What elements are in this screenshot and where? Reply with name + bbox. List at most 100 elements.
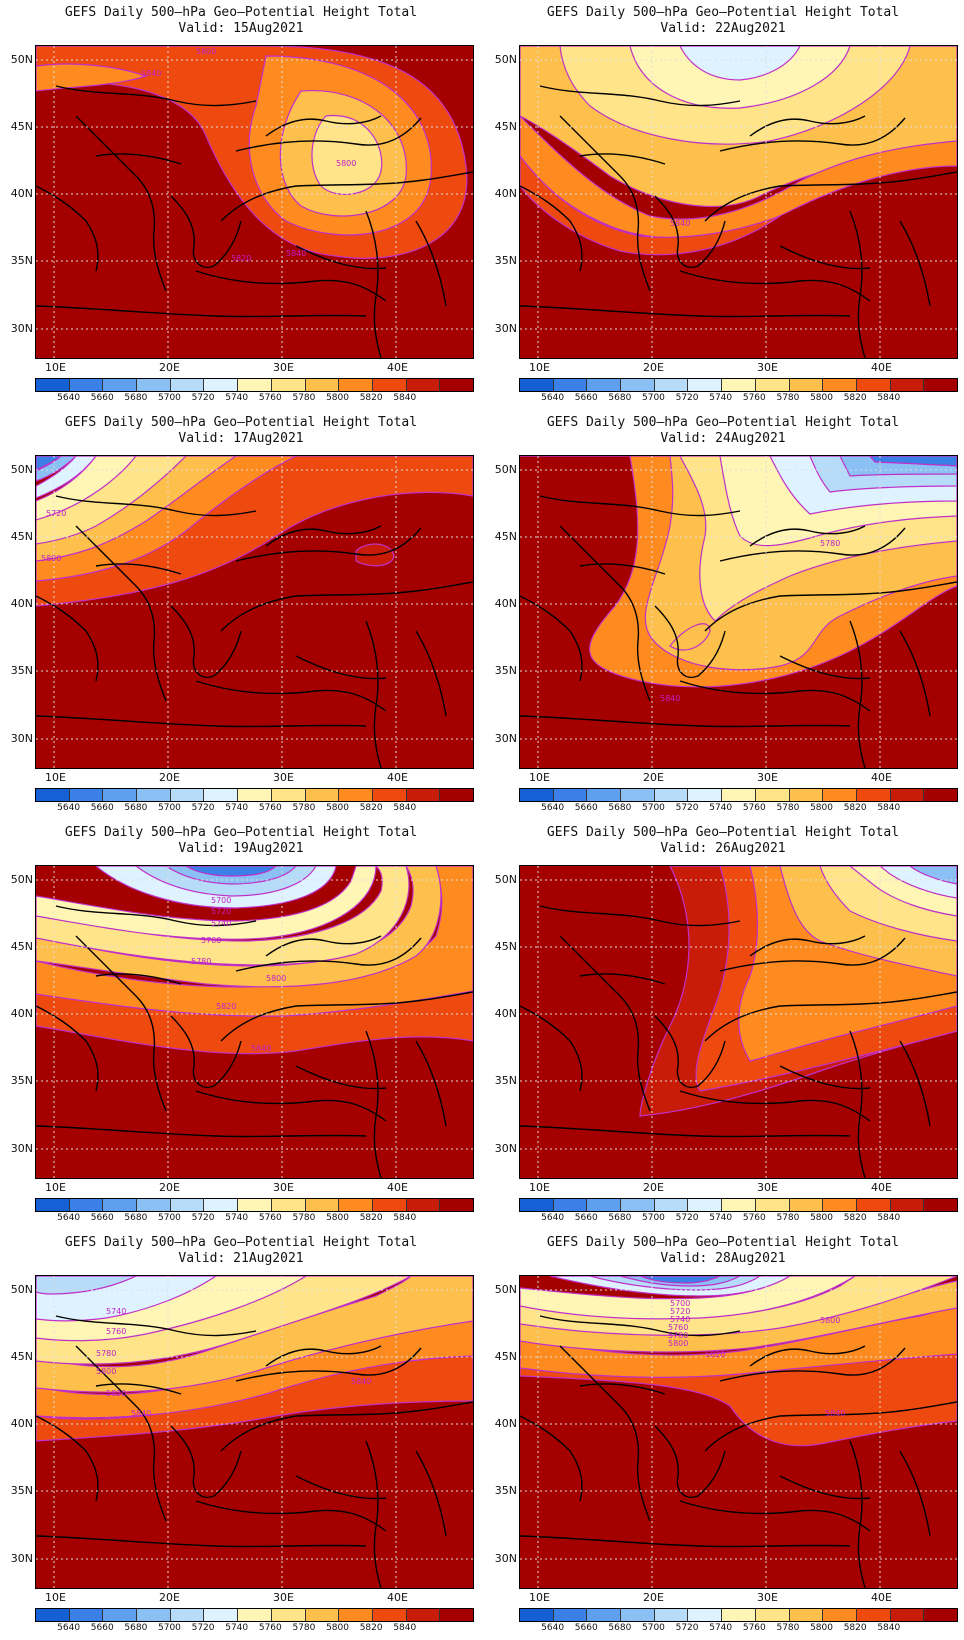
coastline <box>235 937 422 972</box>
colorbar-segment <box>238 1609 272 1621</box>
latitude-label: 35N <box>10 1484 33 1497</box>
panel-valid-date: Valid: 21Aug2021 <box>178 1251 304 1266</box>
geopotential-height-map: 5700 5720 5740 5760 5780 5800 5820 5840 <box>35 865 474 1179</box>
coastline <box>849 210 866 358</box>
colorbar-segment <box>924 1199 957 1211</box>
latitude-label: 50N <box>494 1283 517 1296</box>
contour-label: 5800 <box>41 554 61 563</box>
colorbar-segment <box>305 1199 340 1211</box>
coastline <box>749 935 866 957</box>
geopotential-height-map: 5840 <box>519 45 958 359</box>
coastline <box>235 527 422 562</box>
coastline <box>579 973 666 985</box>
map-canvas: 5840 <box>520 46 957 358</box>
coastline <box>415 220 447 307</box>
coastline <box>749 525 866 547</box>
map-panel: GEFS Daily 500–hPa Geo–Potential Height … <box>0 820 482 1230</box>
colorbar-segment <box>688 789 723 801</box>
coastline <box>679 680 871 712</box>
longitude-label: 20E <box>159 1181 180 1194</box>
map-canvas: 5720 5800 <box>36 456 473 768</box>
geopotential-height-map: 5800 5840 5800 5820 5840 <box>35 45 474 359</box>
colorbar-tick-label: 5680 <box>608 1213 632 1223</box>
colorbar-tick-label: 5720 <box>191 393 215 403</box>
longitude-label: 30E <box>757 361 778 374</box>
coastline <box>415 1040 447 1127</box>
contour-label: 5840 <box>351 1377 371 1386</box>
colorbar-segment <box>36 1609 70 1621</box>
panel-valid-date: Valid: 24Aug2021 <box>660 431 786 446</box>
colorbar-segment <box>856 1199 891 1211</box>
colorbar-segment <box>170 1609 205 1621</box>
geopotential-height-map: 5740 5760 5780 5800 5820 5840 5840 <box>35 1275 474 1589</box>
coastline <box>704 581 957 632</box>
coastline <box>170 1425 242 1498</box>
panel-valid-date: Valid: 28Aug2021 <box>660 1251 786 1266</box>
longitude-label: 30E <box>757 1591 778 1604</box>
colorbar-segment <box>520 379 554 391</box>
colorbar-tick-label: 5660 <box>90 393 114 403</box>
colorbar-tick-label: 5680 <box>124 1623 148 1633</box>
colorbar-tick-label: 5660 <box>574 803 598 813</box>
latitude-label: 40N <box>494 1007 517 1020</box>
colorbar-segment <box>440 1199 473 1211</box>
colorbar-segment <box>440 1609 473 1621</box>
colorbar-segment <box>587 1199 622 1211</box>
panel-title: GEFS Daily 500–hPa Geo–Potential Height … <box>546 415 900 430</box>
coastline <box>539 1315 741 1337</box>
colorbar-tick-label: 5720 <box>675 393 699 403</box>
colorbar-tick-label: 5760 <box>258 803 282 813</box>
longitude-label: 10E <box>529 361 550 374</box>
coastline <box>679 1500 871 1532</box>
coastline <box>654 1425 726 1498</box>
colorbar-tick-label: 5700 <box>158 1623 181 1633</box>
longitude-label: 40E <box>871 1181 892 1194</box>
contour-label: 5800 <box>336 159 356 168</box>
colorbar-segment <box>553 379 588 391</box>
height-contour-band <box>36 456 137 521</box>
coastline <box>779 245 871 270</box>
colorbar-segment <box>688 1199 723 1211</box>
coastline <box>95 563 182 575</box>
colorbar-tick-label: 5640 <box>541 393 565 403</box>
colorbar-segment <box>440 789 473 801</box>
colorbar-segment <box>654 1199 689 1211</box>
coastline <box>365 210 382 358</box>
map-canvas: 5700 5720 5740 5760 5780 5800 5820 5840 <box>36 866 473 1178</box>
colorbar-tick-label: 5740 <box>709 1623 733 1633</box>
latitude-label: 35N <box>10 664 33 677</box>
contour-label: 5740 <box>670 1315 690 1324</box>
colorbar-tick-label: 5720 <box>191 803 215 813</box>
longitude-label: 40E <box>871 361 892 374</box>
coastline <box>235 1347 422 1382</box>
colorbar <box>35 1198 474 1212</box>
colorbar-tick-label: 5820 <box>843 393 867 403</box>
colorbar <box>35 1608 474 1622</box>
coastline <box>704 171 957 222</box>
contour-label: 5840 <box>286 249 306 258</box>
contour-label: 5800 <box>668 1339 688 1348</box>
coastline <box>520 595 583 682</box>
colorbar-tick-label: 5780 <box>776 1213 800 1223</box>
coastline <box>539 85 741 107</box>
latitude-label: 40N <box>10 597 33 610</box>
colorbar-segment <box>69 379 104 391</box>
coastline <box>719 117 906 152</box>
coastline <box>36 1125 367 1138</box>
map-canvas: 5800 5840 5800 5820 5840 <box>36 46 473 358</box>
colorbar-segment <box>103 379 138 391</box>
colorbar-segment <box>137 1609 171 1621</box>
panel-title: GEFS Daily 500–hPa Geo–Potential Height … <box>64 5 418 20</box>
height-contour-band <box>311 114 383 195</box>
latitude-label: 45N <box>10 1350 33 1363</box>
height-contour-band <box>36 866 410 966</box>
colorbar-segment <box>924 1609 957 1621</box>
longitude-label: 30E <box>757 1181 778 1194</box>
colorbar-segment <box>823 379 857 391</box>
coastline <box>899 1450 931 1537</box>
coastline <box>55 85 257 107</box>
colorbar-segment <box>204 1199 239 1211</box>
colorbar-segment <box>890 379 925 391</box>
coastline <box>779 655 871 680</box>
coastline <box>559 935 651 1112</box>
